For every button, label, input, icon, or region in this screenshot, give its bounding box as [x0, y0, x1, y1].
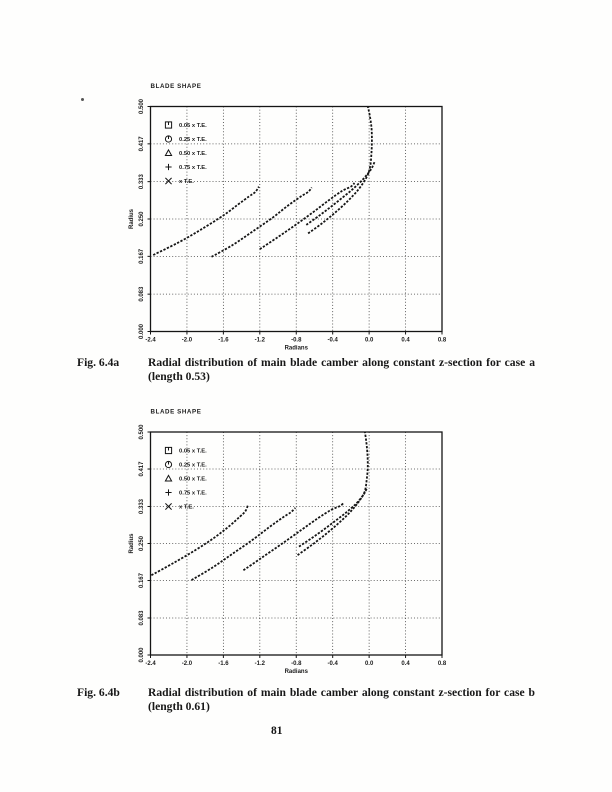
legend: 0.05 x T.E. 0.25 x T.E. 0.50 x T.E. 0.75 x …	[164, 446, 207, 511]
legend-item: x T.E.	[165, 503, 194, 511]
series-curve-circle	[305, 161, 376, 226]
legend-label: x T.E.	[179, 179, 194, 185]
x-tick-label: -0.4	[328, 661, 339, 667]
y-tick-label: 0.167	[139, 248, 145, 264]
blade-shape-chart-case-a: BLADE SHAPE -2.4 -2.0 -1.6 -1.2 -0.8 -0.4 0.0 0.…	[129, 83, 447, 352]
x-tick-label: 0.0	[365, 338, 374, 344]
x-tick-label: 0.4	[401, 661, 410, 667]
triangle-marker-icon	[164, 474, 173, 482]
series-curve-square	[297, 431, 369, 556]
x-tick-label: -0.4	[328, 338, 339, 344]
x-tick-label: -1.6	[218, 338, 229, 344]
legend-label: 0.75 x T.E.	[179, 491, 207, 497]
legend: 0.05 x T.E. 0.25 x T.E. 0.50 x T.E. 0.75 x …	[164, 121, 207, 185]
legend-item: 0.05 x T.E.	[164, 121, 207, 129]
series-curve-square	[307, 106, 373, 235]
legend-item: 0.50 x T.E.	[164, 148, 207, 157]
y-tick-label: 0.250	[139, 535, 145, 551]
series-curve-x	[150, 504, 249, 576]
x-tick-label: -0.8	[291, 661, 302, 667]
y-axis-label: Radius	[129, 208, 135, 229]
series-curve-x	[152, 186, 260, 256]
series-curve-circle	[298, 486, 369, 548]
blade-shape-chart-case-b: BLADE SHAPE -2.4 -2.0 -1.6 -1.2 -0.8 -0.4 0.0 0.…	[129, 409, 447, 676]
x-tick-label: 0.8	[438, 661, 447, 667]
legend-item: 0.75 x T.E.	[165, 163, 207, 171]
figure-label-a: Fig. 6.4a	[77, 356, 120, 369]
legend-label: x T.E.	[179, 505, 194, 511]
x-tick-label: -1.2	[255, 338, 266, 344]
y-tick-label: 0.333	[139, 498, 145, 514]
y-tick-label: 0.500	[139, 98, 145, 114]
scan-speck	[81, 98, 84, 101]
figure-text-a: Radial distribution of main blade camber…	[148, 356, 535, 384]
x-tick-label: 0.0	[365, 661, 374, 667]
figure-caption-b: Fig. 6.4b Radial distribution of main bl…	[77, 686, 535, 714]
legend-label: 0.75 x T.E.	[179, 165, 207, 171]
legend-item: 0.05 x T.E.	[164, 446, 207, 455]
x-tick-label: -0.8	[291, 338, 302, 344]
legend-label: 0.50 x T.E.	[179, 151, 207, 157]
legend-item: 0.50 x T.E.	[164, 474, 207, 483]
series-curve-plus	[191, 507, 296, 581]
x-tick-label: -1.6	[218, 661, 229, 667]
figure-caption-a: Fig. 6.4a Radial distribution of main bl…	[77, 356, 535, 384]
x-tick-label: -2.4	[145, 661, 156, 667]
y-tick-label: 0.333	[139, 173, 145, 189]
x-tick-label: -2.4	[145, 338, 156, 344]
legend-label: 0.05 x T.E.	[179, 123, 207, 129]
legend-label: 0.25 x T.E.	[179, 137, 207, 143]
chart-title: BLADE SHAPE	[151, 83, 202, 90]
series-curve-triangle	[259, 182, 356, 250]
y-tick-label: 0.250	[139, 211, 145, 227]
triangle-marker-icon	[164, 148, 173, 156]
x-marker-icon	[165, 503, 172, 510]
x-tick-label: -1.2	[255, 661, 266, 667]
legend-item: 0.25 x T.E.	[164, 460, 207, 469]
y-axis-label: Radius	[129, 533, 135, 554]
x-marker-icon	[165, 177, 172, 185]
figure-text-b: Radial distribution of main blade camber…	[148, 686, 535, 714]
x-tick-label: 0.4	[401, 338, 410, 344]
y-tick-label: 0.083	[139, 286, 145, 302]
y-tick-label: 0.083	[139, 610, 145, 626]
x-tick-label: -2.0	[182, 661, 193, 667]
legend-label: 0.50 x T.E.	[179, 477, 207, 483]
page-number: 81	[271, 725, 283, 737]
figure-label-b: Fig. 6.4b	[77, 686, 120, 699]
x-axis-label: Radians	[285, 669, 309, 675]
chart-title: BLADE SHAPE	[151, 409, 202, 416]
legend-label: 0.05 x T.E.	[179, 449, 207, 455]
series-curve-plus	[211, 186, 313, 258]
series-curve-triangle	[242, 502, 345, 572]
legend-item: x T.E.	[165, 177, 194, 185]
legend-item: 0.25 x T.E.	[164, 135, 207, 143]
x-tick-label: 0.8	[438, 338, 447, 344]
y-tick-label: 0.000	[139, 323, 145, 339]
y-tick-label: 0.167	[139, 572, 145, 588]
y-tick-label: 0.417	[139, 136, 145, 152]
x-tick-label: -2.0	[182, 338, 193, 344]
legend-label: 0.25 x T.E.	[179, 463, 207, 469]
y-tick-label: 0.500	[139, 424, 145, 440]
y-tick-label: 0.417	[139, 461, 145, 477]
x-axis-label: Radians	[285, 346, 309, 352]
y-tick-label: 0.000	[139, 647, 145, 663]
legend-item: 0.75 x T.E.	[165, 489, 207, 497]
